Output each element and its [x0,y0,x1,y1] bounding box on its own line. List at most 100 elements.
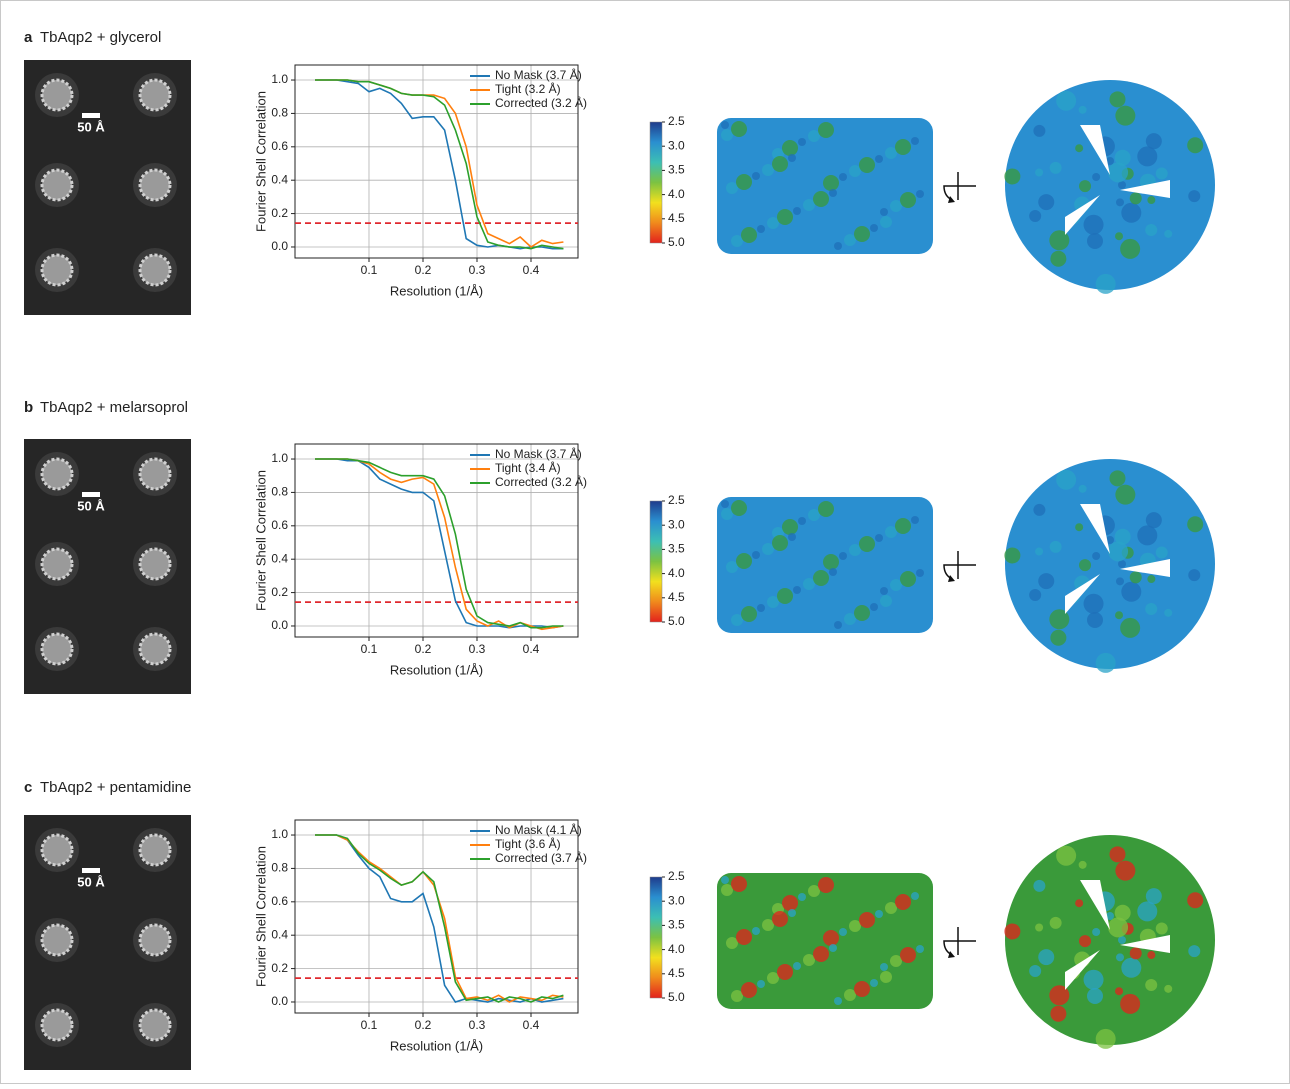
y-tick-label: 0.4 [271,927,288,941]
density-texture [1147,196,1156,205]
density-texture [721,884,733,896]
density-texture [885,147,897,159]
density-texture [1029,209,1042,222]
density-texture [788,909,796,917]
density-texture [1137,525,1158,546]
density-texture [1029,588,1042,601]
legend-label: Tight (3.2 Å) [495,81,561,96]
density-texture [875,155,883,163]
density-texture [890,200,902,212]
density-texture [1095,273,1116,294]
density-texture [772,535,788,551]
density-texture [1004,168,1021,185]
colorbar-tick-label: 4.0 [668,942,685,956]
density-texture [916,569,924,577]
density-texture [772,911,788,927]
class-average [40,168,74,202]
x-tick-label: 0.2 [415,263,432,277]
rotation-arrowhead [948,951,955,958]
density-texture [731,121,747,137]
density-texture [834,997,842,1005]
colorbar [649,121,663,244]
density-map-top [1005,80,1215,290]
rotation-arrowhead [948,575,955,582]
density-texture [916,945,924,953]
density-texture [726,182,738,194]
density-texture [844,613,856,625]
density-texture [1155,922,1168,935]
density-texture [1145,512,1162,529]
density-texture [1049,230,1070,251]
density-texture [1086,612,1103,629]
colorbar-tick-label: 5.0 [668,990,685,1004]
density-texture [741,227,757,243]
density-texture [1095,1028,1116,1049]
class-average [40,78,74,112]
x-axis-label: Resolution (1/Å) [390,1038,483,1053]
density-texture [1050,1005,1067,1022]
density-texture [1188,945,1201,958]
density-texture [757,980,765,988]
density-texture [839,173,847,181]
density-texture [870,979,878,987]
class-average [138,632,172,666]
density-texture [1129,571,1142,584]
density-texture [1033,124,1046,137]
density-texture [788,533,796,541]
density-texture [731,500,747,516]
class-average [40,547,74,581]
density-texture [839,552,847,560]
scale-bar-label: 50 Å [77,498,105,513]
density-texture [1120,993,1141,1014]
density-texture [1137,901,1158,922]
density-texture [813,570,829,586]
density-texture [1038,573,1055,590]
class-average [138,457,172,491]
density-texture [1129,192,1142,205]
colorbar-tick-label: 3.0 [668,517,685,531]
colorbar-tick-label: 3.0 [668,893,685,907]
density-texture [1109,91,1126,108]
y-tick-label: 0.8 [271,106,288,120]
density-texture [1145,978,1158,991]
density-texture [788,154,796,162]
density-texture [818,877,834,893]
density-texture [741,982,757,998]
density-texture [1116,953,1124,962]
density-texture [1083,969,1104,990]
legend-label: No Mask (3.7 Å) [495,446,582,461]
density-texture [1147,575,1156,584]
density-texture [1108,162,1129,183]
plot-frame [294,819,579,1014]
density-texture [854,605,870,621]
panel-title: TbAqp2 + glycerol [40,29,161,46]
density-texture [782,519,798,535]
density-texture [1129,947,1142,960]
density-texture [849,920,861,932]
density-texture [1038,194,1055,211]
colorbar-tick-label: 5.0 [668,614,685,628]
density-texture [1056,845,1077,866]
density-texture [900,571,916,587]
density-texture [911,892,919,900]
colorbar [649,500,663,623]
y-tick-label: 1.0 [271,827,288,841]
density-texture [1079,935,1092,948]
density-texture [1078,484,1087,493]
density-texture [762,919,774,931]
density-texture [1086,233,1103,250]
class-average [138,253,172,287]
density-texture [911,137,919,145]
density-texture [726,937,738,949]
density-texture [900,192,916,208]
fsc-curve [315,834,564,1003]
density-texture [767,217,779,229]
density-texture [1078,860,1087,869]
density-map-top [1005,835,1215,1045]
density-texture [1145,133,1162,150]
density-texture [731,876,747,892]
colorbar-tick-label: 4.5 [668,590,685,604]
density-texture [1115,611,1124,620]
density-texture [1114,904,1131,921]
density-texture [1108,541,1129,562]
